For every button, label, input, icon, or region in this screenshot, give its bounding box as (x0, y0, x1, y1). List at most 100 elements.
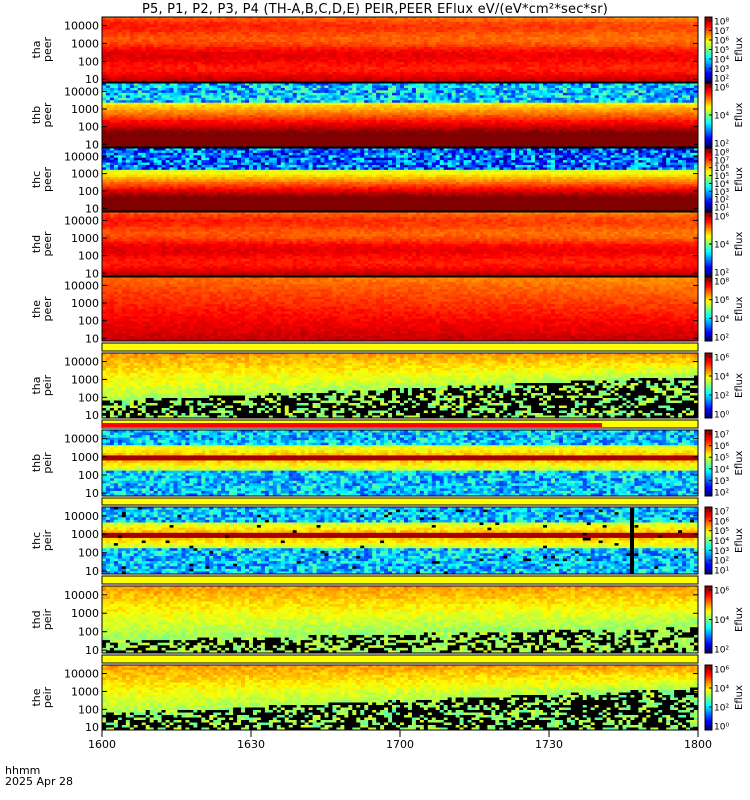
heatmap-cell (579, 42, 583, 45)
heatmap-cell (654, 60, 658, 63)
heatmap-cell (388, 22, 392, 25)
heatmap-cell (170, 25, 174, 28)
heatmap-cell (623, 77, 627, 80)
heatmap-cell (372, 45, 376, 48)
heatmap-cell (344, 72, 348, 75)
heatmap-cell (130, 120, 134, 123)
heatmap-cell (555, 22, 559, 25)
heatmap-cell (368, 37, 372, 40)
heatmap-cell (217, 40, 221, 43)
heatmap-cell (336, 77, 340, 80)
heatmap-cell (146, 125, 150, 128)
heatmap-cell (229, 25, 233, 28)
heatmap-cell (301, 40, 305, 43)
heatmap-cell (285, 25, 289, 28)
heatmap-cell (225, 47, 229, 50)
heatmap-cell (201, 32, 205, 35)
heatmap-cell (336, 67, 340, 70)
heatmap-cell (555, 27, 559, 30)
heatmap-cell (483, 65, 487, 68)
heatmap-cell (181, 30, 185, 33)
heatmap-cell (285, 60, 289, 63)
heatmap-cell (392, 25, 396, 28)
heatmap-cell (678, 30, 682, 33)
heatmap-cell (174, 95, 178, 98)
heatmap-cell (456, 22, 460, 25)
heatmap-cell (229, 62, 233, 65)
heatmap-cell (579, 30, 583, 33)
heatmap-cell (158, 122, 162, 125)
heatmap-cell (348, 70, 352, 73)
heatmap-cell (531, 60, 535, 63)
heatmap-cell (126, 90, 130, 93)
heatmap-cell (674, 77, 678, 80)
heatmap-cell (686, 75, 690, 78)
heatmap-cell (273, 67, 277, 70)
heatmap-cell (642, 62, 646, 65)
heatmap-cell (332, 75, 336, 78)
heatmap-cell (134, 47, 138, 50)
colorbar-tick-label: 10⁴ (714, 56, 729, 66)
heatmap-cell (638, 52, 642, 55)
heatmap-cell (253, 55, 257, 58)
heatmap-cell (221, 62, 225, 65)
heatmap-cell (396, 75, 400, 78)
heatmap-cell (615, 57, 619, 60)
heatmap-cell (126, 50, 130, 53)
heatmap-cell (106, 115, 110, 118)
heatmap-cell (340, 57, 344, 60)
heatmap-cell (464, 32, 468, 35)
heatmap-cell (201, 55, 205, 58)
heatmap-cell (579, 50, 583, 53)
heatmap-cell (110, 67, 114, 70)
heatmap-cell (364, 40, 368, 43)
heatmap-cell (420, 32, 424, 35)
heatmap-cell (213, 72, 217, 75)
heatmap-cell (134, 117, 138, 120)
heatmap-cell (106, 103, 110, 106)
heatmap-cell (364, 47, 368, 50)
heatmap-cell (360, 20, 364, 23)
heatmap-cell (269, 27, 273, 30)
heatmap-cell (285, 67, 289, 70)
heatmap-cell (134, 127, 138, 130)
heatmap-cell (448, 70, 452, 73)
heatmap-cell (432, 22, 436, 25)
heatmap-cell (416, 35, 420, 38)
heatmap-cell (364, 25, 368, 28)
heatmap-cell (126, 132, 130, 135)
heatmap-cell (483, 20, 487, 23)
heatmap-cell (658, 55, 662, 58)
heatmap-cell (468, 30, 472, 33)
heatmap-cell (638, 55, 642, 58)
heatmap-cell (611, 22, 615, 25)
heatmap-cell (102, 30, 106, 33)
heatmap-cell (265, 32, 269, 35)
heatmap-cell (277, 60, 281, 63)
heatmap-cell (432, 37, 436, 40)
heatmap-cell (265, 57, 269, 60)
heatmap-cell (499, 30, 503, 33)
heatmap-cell (356, 72, 360, 75)
heatmap-cell (468, 65, 472, 68)
heatmap-cell (313, 67, 317, 70)
heatmap-cell (209, 47, 213, 50)
heatmap-cell (269, 65, 273, 68)
heatmap-cell (364, 22, 368, 25)
heatmap-cell (404, 20, 408, 23)
heatmap-cell (611, 40, 615, 43)
heatmap-cell (328, 72, 332, 75)
heatmap-cell (559, 75, 563, 78)
heatmap-cell (563, 65, 567, 68)
heatmap-cell (666, 70, 670, 73)
heatmap-cell (658, 75, 662, 78)
heatmap-cell (372, 70, 376, 73)
heatmap-cell (531, 62, 535, 65)
heatmap-cell (650, 47, 654, 50)
heatmap-cell (344, 70, 348, 73)
heatmap-cell (297, 45, 301, 48)
heatmap-cell (452, 57, 456, 60)
heatmap-cell (118, 40, 122, 43)
heatmap-cell (174, 52, 178, 55)
heatmap-cell (130, 113, 134, 116)
